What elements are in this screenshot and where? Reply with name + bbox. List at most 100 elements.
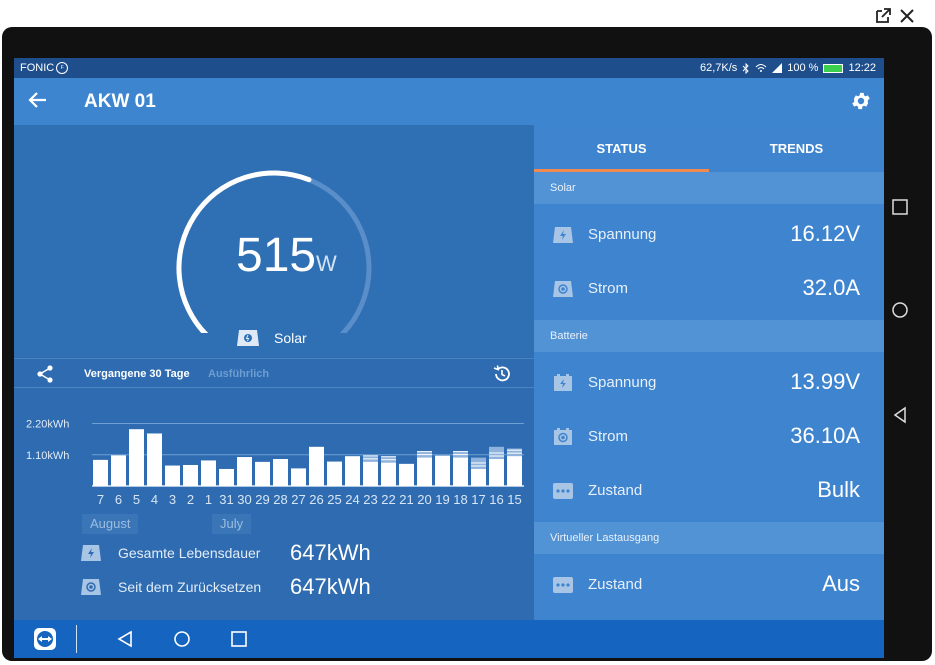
chart-bar[interactable] — [345, 456, 360, 486]
lightning-icon — [553, 227, 573, 243]
x-tick-label: 30 — [237, 492, 251, 507]
virtual-load-state-row: Zustand Aus — [534, 558, 884, 612]
tab-past-30-days[interactable]: Vergangene 30 Tage — [84, 368, 190, 380]
x-tick-label: 25 — [327, 492, 341, 507]
x-tick-label: 4 — [151, 492, 158, 507]
device-bezel: FONIC F 62,7K/s 100 % 12:22 AK — [2, 27, 932, 661]
x-tick-label: 22 — [381, 492, 395, 507]
chart-bar[interactable] — [363, 461, 378, 486]
power-gauge: 515 W Solar — [14, 125, 534, 357]
back-arrow-icon[interactable] — [28, 90, 48, 110]
tab-trends[interactable]: TRENDS — [769, 141, 824, 156]
chart-bar[interactable] — [201, 460, 216, 486]
since-reset-value: 647kWh — [290, 574, 371, 599]
x-tick-label: 1 — [205, 492, 212, 507]
share-icon[interactable] — [36, 365, 54, 383]
chart-bar[interactable] — [111, 455, 126, 486]
chart-bar[interactable] — [147, 433, 162, 486]
chart-bar[interactable] — [381, 462, 396, 486]
chart-bar[interactable] — [183, 464, 198, 486]
x-tick-label: 28 — [273, 492, 287, 507]
carrier-name: FONIC — [20, 62, 55, 74]
home-icon[interactable] — [890, 300, 910, 320]
wifi-icon — [755, 64, 767, 72]
x-tick-label: 21 — [399, 492, 413, 507]
tab-detailed[interactable]: Ausführlich — [208, 368, 270, 380]
chart-bar[interactable] — [327, 461, 342, 486]
gauge-source: Solar — [236, 329, 307, 347]
nav-home-icon[interactable] — [173, 630, 191, 648]
page-title: AKW 01 — [84, 91, 156, 112]
battery-current-value: 36.10A — [790, 423, 860, 448]
x-tick-label: 19 — [435, 492, 449, 507]
gauge-fill — [176, 170, 312, 333]
x-tick-label: 26 — [309, 492, 323, 507]
solar-current-label: Strom — [588, 280, 629, 297]
chart-bar[interactable] — [417, 457, 432, 486]
chart-bar[interactable] — [129, 429, 144, 486]
chart-bar[interactable] — [93, 459, 108, 486]
x-tick-label: 16 — [489, 492, 503, 507]
x-tick-label: 2 — [187, 492, 194, 507]
battery-voltage-label: Spannung — [588, 374, 657, 391]
tab-status[interactable]: STATUS — [596, 141, 647, 156]
chart-bar[interactable] — [489, 459, 504, 486]
battery-voltage-value: 13.99V — [790, 369, 860, 394]
lifetime-value: 647kWh — [290, 540, 371, 565]
target-icon — [553, 281, 573, 297]
x-tick-label: 29 — [255, 492, 269, 507]
chart-bar[interactable] — [273, 459, 288, 486]
since-reset-row: Seit dem Zurücksetzen 647kWh — [80, 574, 371, 600]
chart-bar[interactable] — [291, 468, 306, 486]
active-tab-indicator — [534, 169, 709, 172]
history-icon[interactable] — [492, 364, 512, 384]
recent-apps-icon[interactable] — [890, 197, 910, 217]
teamviewer-icon[interactable] — [34, 628, 56, 650]
gauge-dial — [176, 170, 372, 333]
chart-bar[interactable] — [255, 461, 270, 486]
external-link-icon[interactable] — [873, 6, 893, 26]
x-tick-label: 31 — [219, 492, 233, 507]
chart-bar[interactable] — [165, 465, 180, 486]
lifetime-label: Gesamte Lebensdauer — [118, 545, 261, 561]
left-panel: 515 W Solar — [14, 125, 534, 620]
battery-current-row: Strom 36.10A — [534, 410, 884, 464]
month-label-august: August — [82, 514, 139, 534]
power-unit: W — [316, 251, 337, 276]
chart-bar[interactable] — [471, 468, 486, 486]
back-triangle-icon[interactable] — [890, 405, 910, 425]
signal-icon — [772, 63, 783, 73]
battery-state-value: Bulk — [817, 477, 860, 502]
battery-target-icon — [554, 428, 572, 445]
battery-voltage-row: Spannung 13.99V — [534, 356, 884, 410]
battery-percent: 100 % — [787, 62, 819, 74]
chart-bar[interactable] — [399, 463, 414, 486]
nav-recents-icon[interactable] — [230, 630, 248, 648]
chart-bar[interactable] — [237, 457, 252, 486]
since-reset-label: Seit dem Zurücksetzen — [118, 579, 262, 595]
chart-bar[interactable] — [435, 455, 450, 486]
target-icon — [81, 579, 101, 595]
solar-panel-icon — [237, 330, 259, 346]
nav-back-icon[interactable] — [116, 630, 134, 648]
y-tick-label: 2.20kWh — [26, 419, 69, 431]
y-tick-label: 1.10kWh — [26, 450, 69, 462]
battery-current-label: Strom — [588, 428, 629, 445]
x-tick-label: 17 — [471, 492, 485, 507]
gear-icon[interactable] — [850, 90, 872, 112]
close-icon[interactable] — [897, 6, 917, 26]
chart-bar[interactable] — [453, 457, 468, 486]
chart-bar[interactable] — [309, 446, 324, 486]
chart-bar[interactable] — [219, 468, 234, 486]
bluetooth-icon — [742, 62, 749, 74]
lightning-icon — [81, 545, 101, 561]
status-bar: FONIC F 62,7K/s 100 % 12:22 — [14, 58, 884, 78]
battery-lightning-icon — [554, 374, 572, 391]
virtual-load-state-label: Zustand — [588, 576, 643, 593]
x-tick-label: 15 — [507, 492, 521, 507]
carrier-badge-icon: F — [56, 62, 69, 74]
history-toolbar: Vergangene 30 Tage Ausführlich — [14, 358, 534, 388]
chart-bar[interactable] — [507, 456, 522, 486]
more-dots-icon — [553, 483, 573, 499]
